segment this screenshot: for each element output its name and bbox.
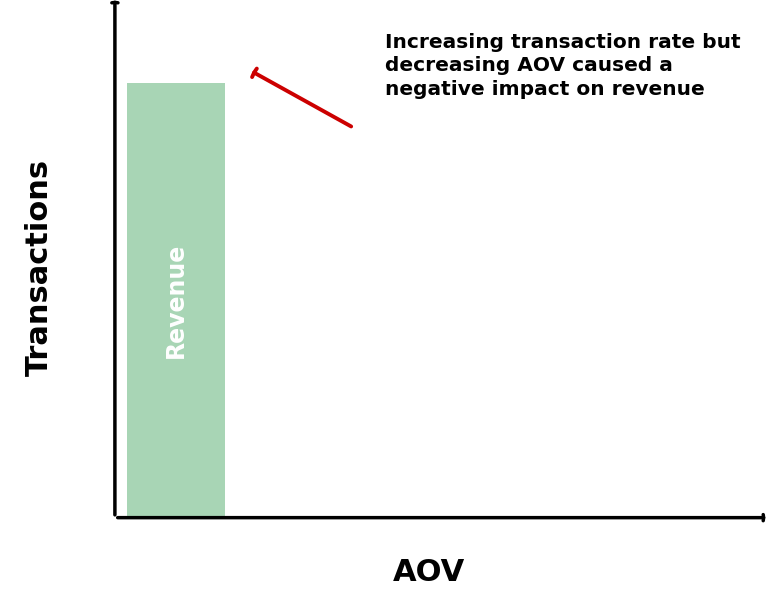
Text: Transactions: Transactions [25, 159, 54, 376]
Text: AOV: AOV [393, 558, 465, 587]
Text: Increasing transaction rate but
decreasing AOV caused a
negative impact on reven: Increasing transaction rate but decreasi… [385, 33, 741, 99]
Text: Revenue: Revenue [164, 243, 188, 358]
Bar [127, 83, 225, 518]
